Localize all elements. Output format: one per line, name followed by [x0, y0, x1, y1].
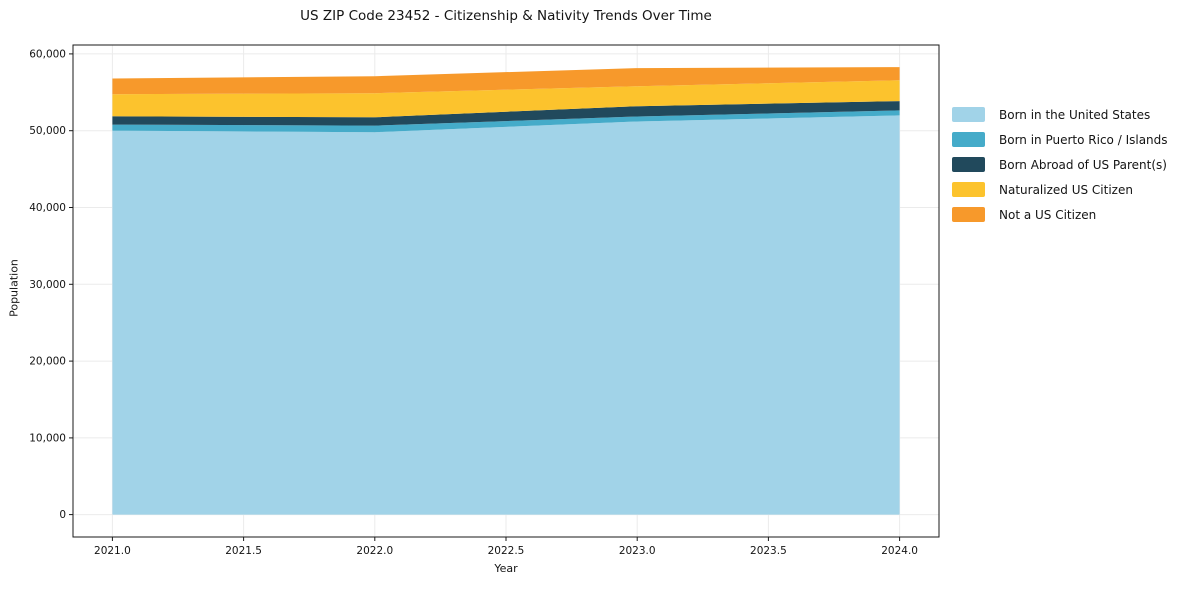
legend-item-naturalized: Naturalized US Citizen	[952, 177, 1168, 202]
x-tick-label: 2021.5	[225, 545, 262, 557]
area-series-4	[112, 67, 900, 95]
y-tick-label: 40,000	[29, 202, 66, 214]
legend-item-born-abroad: Born Abroad of US Parent(s)	[952, 152, 1168, 177]
y-tick-label: 30,000	[29, 279, 66, 291]
legend-swatch-not-citizen-icon	[952, 207, 985, 222]
y-tick-label: 20,000	[29, 356, 66, 368]
legend-swatch-born-abroad-icon	[952, 157, 985, 172]
y-tick-label: 10,000	[29, 432, 66, 444]
legend-label-naturalized: Naturalized US Citizen	[999, 182, 1133, 197]
chart-title: US ZIP Code 23452 - Citizenship & Nativi…	[300, 8, 712, 24]
area-series-0	[112, 115, 900, 515]
x-tick-label: 2023.0	[619, 545, 656, 557]
legend-label-not-citizen: Not a US Citizen	[999, 207, 1097, 222]
y-axis-label: Population	[7, 259, 21, 317]
x-tick-label: 2022.0	[356, 545, 393, 557]
legend-swatch-naturalized-icon	[952, 182, 985, 197]
y-tick-label: 60,000	[29, 48, 66, 60]
y-tick-label: 50,000	[29, 125, 66, 137]
x-tick-label: 2022.5	[488, 545, 525, 557]
legend-swatch-born-us-icon	[952, 107, 985, 122]
area-series-1	[112, 110, 900, 133]
x-tick-label: 2023.5	[750, 545, 787, 557]
area-series-2	[112, 101, 900, 126]
x-tick-label: 2021.0	[94, 545, 131, 557]
legend-label-born-us: Born in the United States	[999, 107, 1151, 122]
x-tick-label: 2024.0	[881, 545, 918, 557]
x-axis-label: Year	[494, 562, 518, 575]
legend: Born in the United States Born in Puerto…	[952, 102, 1168, 227]
legend-item-not-citizen: Not a US Citizen	[952, 202, 1168, 227]
legend-item-born-us: Born in the United States	[952, 102, 1168, 127]
legend-label-puerto-rico: Born in Puerto Rico / Islands	[999, 132, 1168, 147]
legend-swatch-puerto-rico-icon	[952, 132, 985, 147]
area-series-3	[112, 80, 900, 118]
y-tick-label: 0	[59, 509, 66, 521]
legend-item-puerto-rico: Born in Puerto Rico / Islands	[952, 127, 1168, 152]
legend-label-born-abroad: Born Abroad of US Parent(s)	[999, 157, 1167, 172]
